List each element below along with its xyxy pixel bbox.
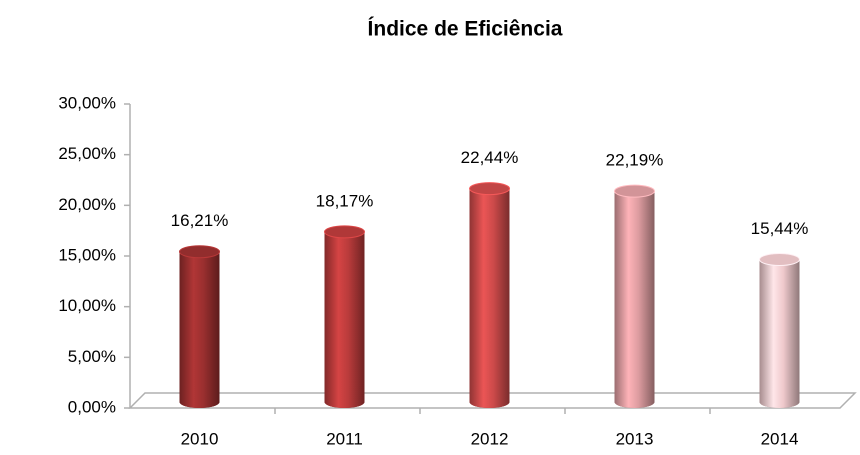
- value-label: 22,19%: [606, 151, 664, 170]
- y-tick-label: 5,00%: [68, 347, 116, 366]
- y-tick-label: 25,00%: [58, 144, 116, 163]
- x-tick-label: 2014: [761, 429, 799, 448]
- x-tick-label: 2013: [616, 429, 654, 448]
- y-tick-label: 30,00%: [58, 93, 116, 112]
- chart-title: Índice de Eficiência: [368, 18, 563, 41]
- x-tick-label: 2011: [326, 429, 363, 448]
- bar-bottom-front: [759, 396, 800, 408]
- y-tick-label: 0,00%: [68, 397, 116, 416]
- floor: [128, 392, 857, 409]
- y-tick-label: 20,00%: [58, 195, 116, 214]
- bar-bottom-front: [324, 396, 365, 408]
- bar-bottom-front: [614, 396, 655, 408]
- value-label: 15,44%: [751, 219, 809, 238]
- value-label: 18,17%: [316, 191, 374, 210]
- bar: [759, 259, 800, 402]
- bar-bottom-front: [469, 396, 510, 408]
- bar: [179, 251, 220, 402]
- x-tick-label: 2012: [471, 429, 509, 448]
- bar-top: [324, 225, 365, 239]
- bar-top: [469, 182, 510, 196]
- y-tick-label: 10,00%: [58, 296, 116, 315]
- bar-top: [179, 245, 220, 259]
- bar-top: [759, 253, 800, 267]
- value-label: 16,21%: [171, 211, 229, 230]
- x-tick-label: 2010: [181, 429, 219, 448]
- bar-top: [614, 184, 655, 198]
- y-tick-label: 15,00%: [58, 245, 116, 264]
- bar: [324, 231, 365, 402]
- bar: [469, 188, 510, 402]
- bar-bottom-front: [179, 396, 220, 408]
- bar: [614, 191, 655, 402]
- value-label: 22,44%: [461, 148, 519, 167]
